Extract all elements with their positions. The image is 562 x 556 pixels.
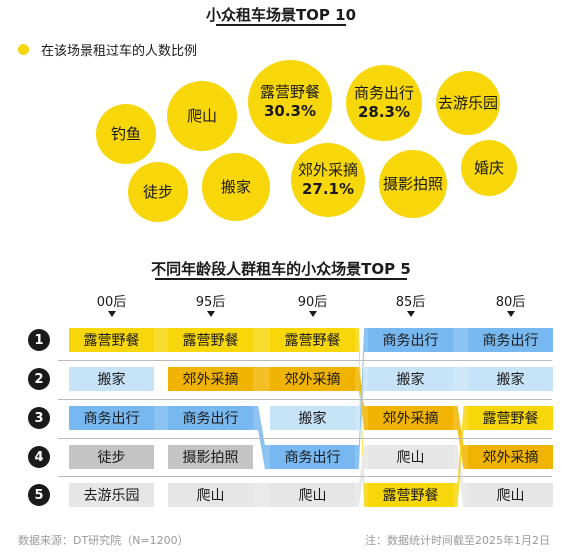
- rank-badge: 5: [28, 484, 50, 506]
- scenario-cell: 露营野餐: [468, 406, 553, 430]
- scenario-cell: 露营野餐: [168, 328, 253, 352]
- scenario-cell: 爬山: [168, 483, 253, 507]
- bubble-value: 28.3%: [357, 103, 411, 121]
- flow-link: [453, 328, 468, 352]
- age-group-label: 95后: [195, 295, 226, 310]
- age-group-label: 80后: [495, 295, 526, 310]
- scenario-cell: 去游乐园: [69, 483, 154, 507]
- bubble-2: 商务出行 28.3%: [346, 65, 422, 141]
- bubble-label: 摄影拍照: [382, 174, 443, 193]
- bubble-label: 爬山: [186, 106, 217, 125]
- bubble-8: 徒步: [128, 162, 188, 222]
- scenario-cell: 露营野餐: [69, 328, 154, 352]
- scenario-cell: 爬山: [270, 483, 355, 507]
- rank-badge: 3: [28, 407, 50, 429]
- source-note: 数据来源：DT研究院（N=1200）: [18, 534, 189, 547]
- flow-link: [453, 406, 468, 469]
- ranking-chart-title: 不同年龄段人群租车的小众场景TOP 5: [151, 260, 411, 278]
- scenario-cell: 商务出行: [69, 406, 154, 430]
- bubble-label: 商务出行: [353, 84, 414, 102]
- scenario-cell: 露营野餐: [270, 328, 355, 352]
- scenario-cell: 摄影拍照: [168, 445, 253, 469]
- bubble-label: 郊外采摘: [297, 161, 358, 179]
- rank-badge: 1: [28, 329, 50, 351]
- bubble-value: 30.3%: [263, 102, 317, 120]
- scenario-cell: 商务出行: [270, 445, 355, 469]
- flow-link: [253, 328, 270, 352]
- bubble-label: 去游乐园: [437, 93, 498, 112]
- row-divider: [58, 399, 552, 400]
- title-underline: [216, 24, 346, 26]
- down-arrow-icon: [506, 311, 515, 317]
- flow-link: [355, 328, 368, 507]
- legend: 在该场景租过车的人数比例: [18, 40, 197, 59]
- legend-label: 在该场景租过车的人数比例: [41, 44, 198, 59]
- scenario-cell: 爬山: [368, 445, 453, 469]
- bubble-4: 爬山: [167, 81, 237, 151]
- down-arrow-icon: [206, 311, 215, 317]
- scenario-cell: 搬家: [468, 367, 553, 391]
- rank-badge: 2: [28, 368, 50, 390]
- scenario-cell: 露营野餐: [368, 483, 453, 507]
- scenario-cell: 商务出行: [368, 328, 453, 352]
- age-group-label: 00后: [96, 295, 127, 310]
- bubble-label: 搬家: [220, 177, 251, 196]
- down-arrow-icon: [406, 311, 415, 317]
- date-note: 注：数据统计时间截至2025年1月2日: [365, 534, 550, 547]
- bubble-chart-title: 小众租车场景TOP 10: [205, 6, 357, 24]
- down-arrow-icon: [308, 311, 317, 317]
- scenario-cell: 搬家: [270, 406, 355, 430]
- scenario-cell: 郊外采摘: [368, 406, 453, 430]
- age-group-label: 90后: [297, 295, 328, 310]
- flow-link: [453, 367, 468, 391]
- bubble-label: 婚庆: [473, 158, 504, 177]
- row-divider: [58, 476, 552, 477]
- bubble-3: 郊外采摘 27.1%: [291, 143, 365, 217]
- down-arrow-icon: [107, 311, 116, 317]
- bubble-label: 露营野餐: [259, 83, 320, 101]
- scenario-cell: 郊外采摘: [468, 445, 553, 469]
- bubble-label: 钓鱼: [110, 124, 141, 143]
- bubble-label: 徒步: [142, 182, 173, 201]
- flow-link: [253, 406, 270, 469]
- row-divider: [58, 438, 552, 439]
- scenario-cell: 徒步: [69, 445, 154, 469]
- flow-link: [355, 328, 368, 469]
- row-divider: [58, 360, 552, 361]
- scenario-cell: 郊外采摘: [168, 367, 253, 391]
- rank-badge: 4: [28, 446, 50, 468]
- scenario-cell: 商务出行: [168, 406, 253, 430]
- flow-link: [154, 328, 168, 352]
- scenario-cell: 搬家: [69, 367, 154, 391]
- flow-link: [253, 367, 270, 391]
- bubble-5: 搬家: [202, 153, 270, 221]
- scenario-cell: 搬家: [368, 367, 453, 391]
- bubble-10: 婚庆: [461, 140, 517, 196]
- scenario-cell: 郊外采摘: [270, 367, 355, 391]
- scenario-cell: 爬山: [468, 483, 553, 507]
- bubble-9: 摄影拍照: [379, 150, 447, 218]
- flow-link: [453, 406, 468, 507]
- bubble-1: 露营野餐 30.3%: [248, 60, 332, 144]
- bubble-7: 钓鱼: [96, 104, 156, 164]
- flow-link: [154, 406, 168, 430]
- bubble-value: 27.1%: [301, 180, 355, 198]
- age-group-label: 85后: [395, 295, 426, 310]
- legend-dot-icon: [18, 44, 29, 55]
- scenario-cell: 商务出行: [468, 328, 553, 352]
- title-underline: [155, 278, 407, 280]
- bubble-6: 去游乐园: [436, 71, 500, 135]
- flow-link: [253, 483, 270, 507]
